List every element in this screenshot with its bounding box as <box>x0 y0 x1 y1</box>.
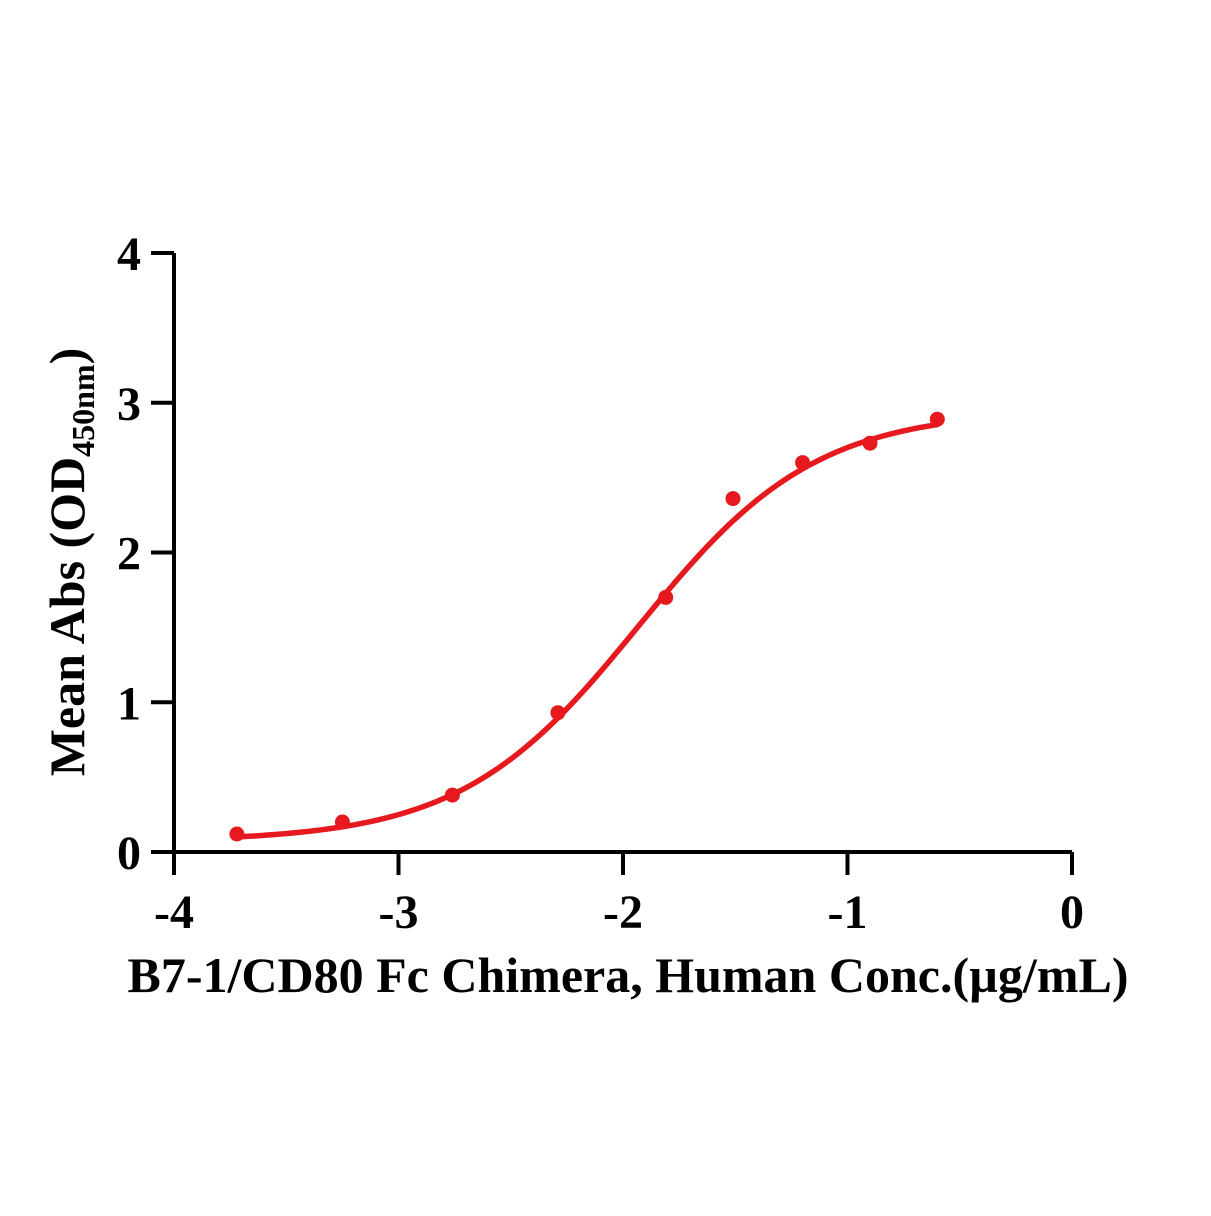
y-tick-label: 3 <box>117 378 141 431</box>
axis-lines <box>172 253 1072 854</box>
y-axis-title: Mean Abs (OD450nm) <box>39 348 101 777</box>
data-point <box>795 455 811 471</box>
x-axis-title: B7-1/CD80 Fc Chimera, Human Conc.(µg/mL) <box>128 947 1129 1003</box>
data-point <box>550 705 566 721</box>
data-point <box>929 411 945 427</box>
x-axis-ticks <box>172 852 1074 875</box>
y-axis-title-close: ) <box>39 348 95 365</box>
y-axis-title-main: Mean Abs (OD <box>39 457 95 776</box>
axes <box>172 253 1072 854</box>
y-tick-label: 2 <box>117 528 141 581</box>
y-axis-ticks <box>151 251 174 854</box>
y-tick-label: 4 <box>117 228 141 281</box>
data-point <box>725 491 741 507</box>
x-tick-label: -3 <box>379 886 419 939</box>
data-point <box>334 814 350 830</box>
y-tick-label: 1 <box>117 677 141 730</box>
x-tick-label: -1 <box>828 886 868 939</box>
data-point <box>444 787 460 803</box>
x-axis-tick-labels: -4 -3 -2 -1 0 <box>154 886 1084 939</box>
data-point <box>229 826 245 842</box>
x-tick-label: -2 <box>603 886 643 939</box>
x-tick-label: 0 <box>1060 886 1084 939</box>
data-points <box>229 411 945 842</box>
y-tick-label: 0 <box>117 827 141 880</box>
data-point <box>658 589 674 605</box>
fit-curve <box>234 421 941 840</box>
y-axis-title-subscript: 450nm <box>65 364 101 457</box>
dose-response-curve <box>234 421 941 840</box>
y-axis-tick-labels: 0 1 2 3 4 <box>117 228 141 880</box>
x-tick-label: -4 <box>154 886 194 939</box>
data-point <box>862 435 878 451</box>
